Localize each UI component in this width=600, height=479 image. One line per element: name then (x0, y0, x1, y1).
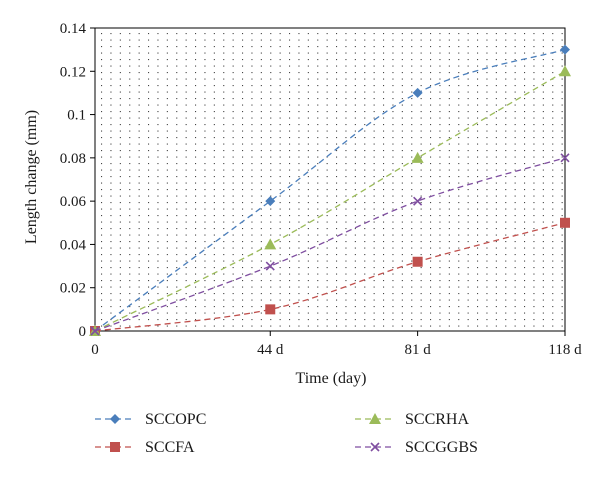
y-tick-label: 0.04 (60, 237, 87, 253)
x-tick-label: 0 (91, 342, 99, 358)
data-point-sccopc (265, 196, 276, 207)
legend-item-sccggbs: SCCGGBS (355, 439, 478, 456)
y-tick-label: 0.06 (60, 194, 87, 210)
x-axis: 0 44 d 81 d 118 d (91, 331, 582, 358)
data-point-sccggbs (90, 326, 100, 336)
y-tick-label: 0.14 (60, 21, 87, 37)
data-point-sccggbs (413, 196, 423, 206)
data-point-sccfa (560, 217, 570, 228)
series-line-sccrha (94, 70, 566, 332)
data-point-sccopc (560, 44, 570, 55)
y-axis-title: Length change (mm) (23, 110, 40, 244)
legend-label-sccrha: SCCRHA (405, 411, 469, 428)
x-axis-title: Time (day) (296, 370, 367, 387)
legend-item-sccfa: SCCFA (95, 439, 195, 456)
y-tick-label: 0.12 (60, 64, 86, 80)
data-point-sccggbs (265, 261, 275, 271)
legend: SCCOPC SCCFA SCCRHA SCCGGBS (95, 411, 478, 456)
series-line-sccopc (94, 48, 566, 332)
legend-marker-sccopc (110, 414, 120, 424)
plot-area (94, 27, 566, 332)
legend-marker-sccfa (110, 442, 120, 452)
x-tick-label: 44 d (257, 342, 284, 358)
legend-item-sccopc: SCCOPC (95, 411, 206, 428)
data-point-sccrha (411, 151, 424, 163)
data-point-sccggbs (560, 153, 570, 163)
y-axis: 0 0.02 0.04 0.06 0.08 0.1 0.12 0.14 (60, 21, 95, 340)
data-point-sccopc (412, 87, 423, 98)
series-line-sccfa (94, 222, 566, 332)
x-tick-label: 118 d (548, 342, 582, 358)
data-point-sccfa (265, 304, 276, 315)
data-point-sccfa (412, 256, 423, 267)
data-point-sccrha (559, 65, 571, 77)
data-point-sccrha (264, 238, 277, 250)
legend-label-sccggbs: SCCGGBS (405, 439, 478, 456)
y-tick-label: 0.1 (67, 108, 86, 124)
y-tick-label: 0.08 (60, 151, 86, 167)
x-tick-label: 81 d (405, 342, 432, 358)
legend-marker-sccggbs (370, 442, 380, 452)
legend-label-sccopc: SCCOPC (145, 411, 206, 428)
legend-marker-sccrha (369, 413, 381, 424)
legend-label-sccfa: SCCFA (145, 439, 195, 456)
y-tick-label: 0.02 (60, 281, 86, 297)
legend-item-sccrha: SCCRHA (355, 411, 469, 428)
series-layer (89, 44, 571, 336)
series-sccggbs (90, 153, 570, 336)
series-line-sccggbs (94, 157, 566, 332)
y-tick-label: 0 (79, 324, 87, 340)
